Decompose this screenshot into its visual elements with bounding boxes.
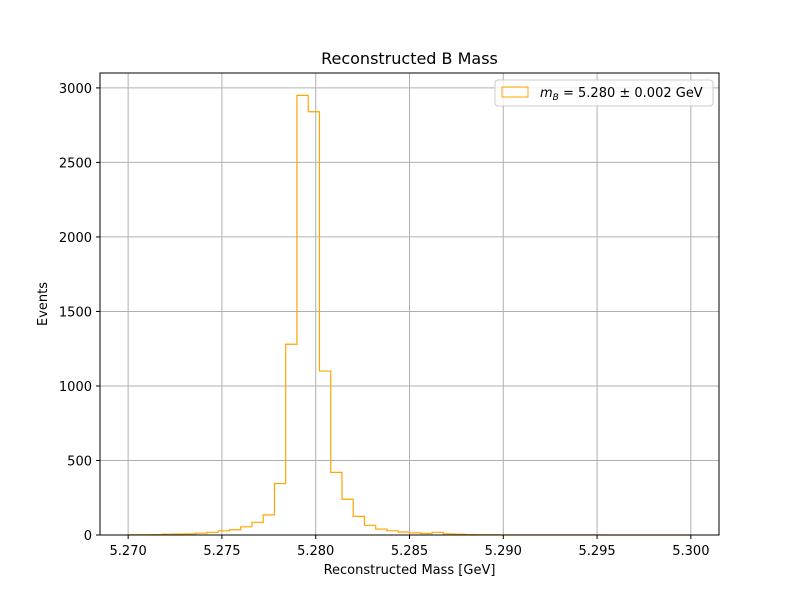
y-tick-label: 1000 xyxy=(59,380,92,395)
legend-math-symbol: m xyxy=(540,86,553,101)
x-tick-label: 5.295 xyxy=(578,544,615,559)
legend-label: mB = 5.280 ± 0.002 GeV xyxy=(540,86,703,103)
y-tick-label: 1500 xyxy=(59,305,92,320)
x-tick-label: 5.280 xyxy=(297,544,334,559)
x-axis-label: Reconstructed Mass [GeV] xyxy=(324,563,496,578)
x-tick-label: 5.275 xyxy=(203,544,240,559)
legend-box xyxy=(494,79,714,107)
chart-title: Reconstructed B Mass xyxy=(321,49,498,68)
legend-value-text: = 5.280 ± 0.002 GeV xyxy=(559,86,703,101)
y-tick-label: 3000 xyxy=(59,82,92,97)
x-tick-label: 5.290 xyxy=(485,544,522,559)
x-tick-label: 5.285 xyxy=(391,544,428,559)
y-tick-label: 500 xyxy=(67,454,92,469)
grid xyxy=(100,73,719,536)
y-tick-label: 2000 xyxy=(59,231,92,246)
axis-ticks: 5.270 5.275 5.280 5.285 5.290 5.295 5.300 0 500 1… xyxy=(59,82,710,559)
legend: mB = 5.280 ± 0.002 GeV xyxy=(494,79,714,107)
x-tick-label: 5.300 xyxy=(672,544,709,559)
legend-swatch xyxy=(501,86,529,98)
legend-math-subscript: B xyxy=(553,93,559,103)
y-axis-label: Events xyxy=(36,282,51,326)
y-tick-label: 0 xyxy=(84,529,92,544)
x-tick-label: 5.270 xyxy=(110,544,147,559)
y-tick-label: 2500 xyxy=(59,156,92,171)
